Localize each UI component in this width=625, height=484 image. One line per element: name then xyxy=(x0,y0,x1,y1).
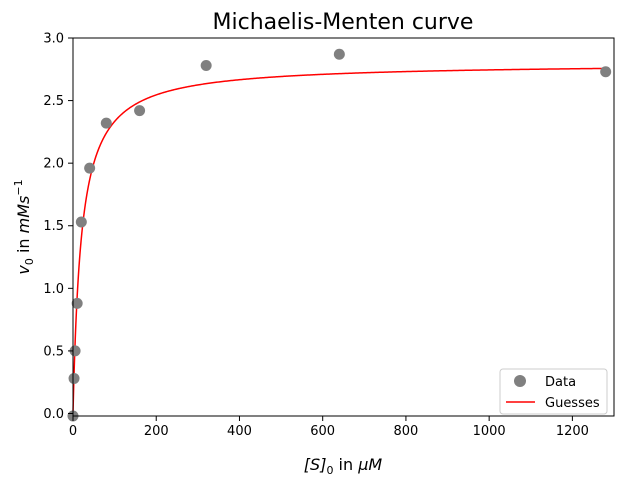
data-point xyxy=(84,162,96,174)
x-label-symbol: [S] xyxy=(304,455,327,474)
chart-title: Michaelis-Menten curve xyxy=(213,10,474,35)
curve-layer xyxy=(72,67,606,414)
x-label-in: in xyxy=(333,455,358,474)
data-point xyxy=(333,48,345,60)
data-point xyxy=(69,345,81,357)
x-tick-label: 800 xyxy=(394,424,419,439)
y-tick-label: 0.5 xyxy=(43,344,64,359)
legend: Data Guesses xyxy=(499,368,608,415)
x-tick-label: 1200 xyxy=(556,424,589,439)
y-tick-label: 3.0 xyxy=(43,32,64,47)
data-point xyxy=(134,105,146,117)
y-label-symbol: v xyxy=(14,265,33,275)
plot-frame xyxy=(72,37,615,417)
x-tick-label: 400 xyxy=(227,424,252,439)
x-axis-label: [S]0 in μM xyxy=(304,455,383,477)
y-axis-label: v0 in mMs−1 xyxy=(12,179,36,274)
data-point xyxy=(75,216,87,228)
plot-area xyxy=(67,37,615,422)
y-tick-label: 2.0 xyxy=(43,157,64,172)
fitted-curve-line xyxy=(72,67,606,414)
data-point xyxy=(200,60,212,72)
x-label-unit: μM xyxy=(357,455,382,474)
y-label-in: in xyxy=(14,233,33,258)
y-label-subscript: 0 xyxy=(23,258,36,265)
x-label-subscript: 0 xyxy=(326,464,333,477)
points-layer xyxy=(67,48,612,422)
x-tick-label: 1000 xyxy=(473,424,506,439)
data-point xyxy=(71,297,83,309)
data-point xyxy=(600,66,612,78)
x-tick-label: 200 xyxy=(144,424,169,439)
x-tick-label: 600 xyxy=(310,424,335,439)
plot-background xyxy=(73,38,614,416)
y-tick-label: 1.0 xyxy=(43,282,64,297)
x-tick-label: 0 xyxy=(69,424,77,439)
legend-label-guesses: Guesses xyxy=(545,396,600,411)
y-label-unit: mMs xyxy=(14,196,33,234)
y-axis-ticks: 0.0 0.5 1.0 1.5 2.0 2.5 3.0 xyxy=(43,32,73,422)
data-point xyxy=(100,117,112,129)
y-label-superscript: −1 xyxy=(12,179,25,195)
y-tick-label: 0.0 xyxy=(43,407,64,422)
data-point xyxy=(68,372,80,384)
legend-label-data: Data xyxy=(545,375,576,390)
y-tick-label: 2.5 xyxy=(43,94,64,109)
x-axis-ticks: 0 200 400 600 800 1000 1200 xyxy=(69,416,589,439)
y-tick-label: 1.5 xyxy=(43,219,64,234)
legend-marker-data xyxy=(514,375,526,387)
